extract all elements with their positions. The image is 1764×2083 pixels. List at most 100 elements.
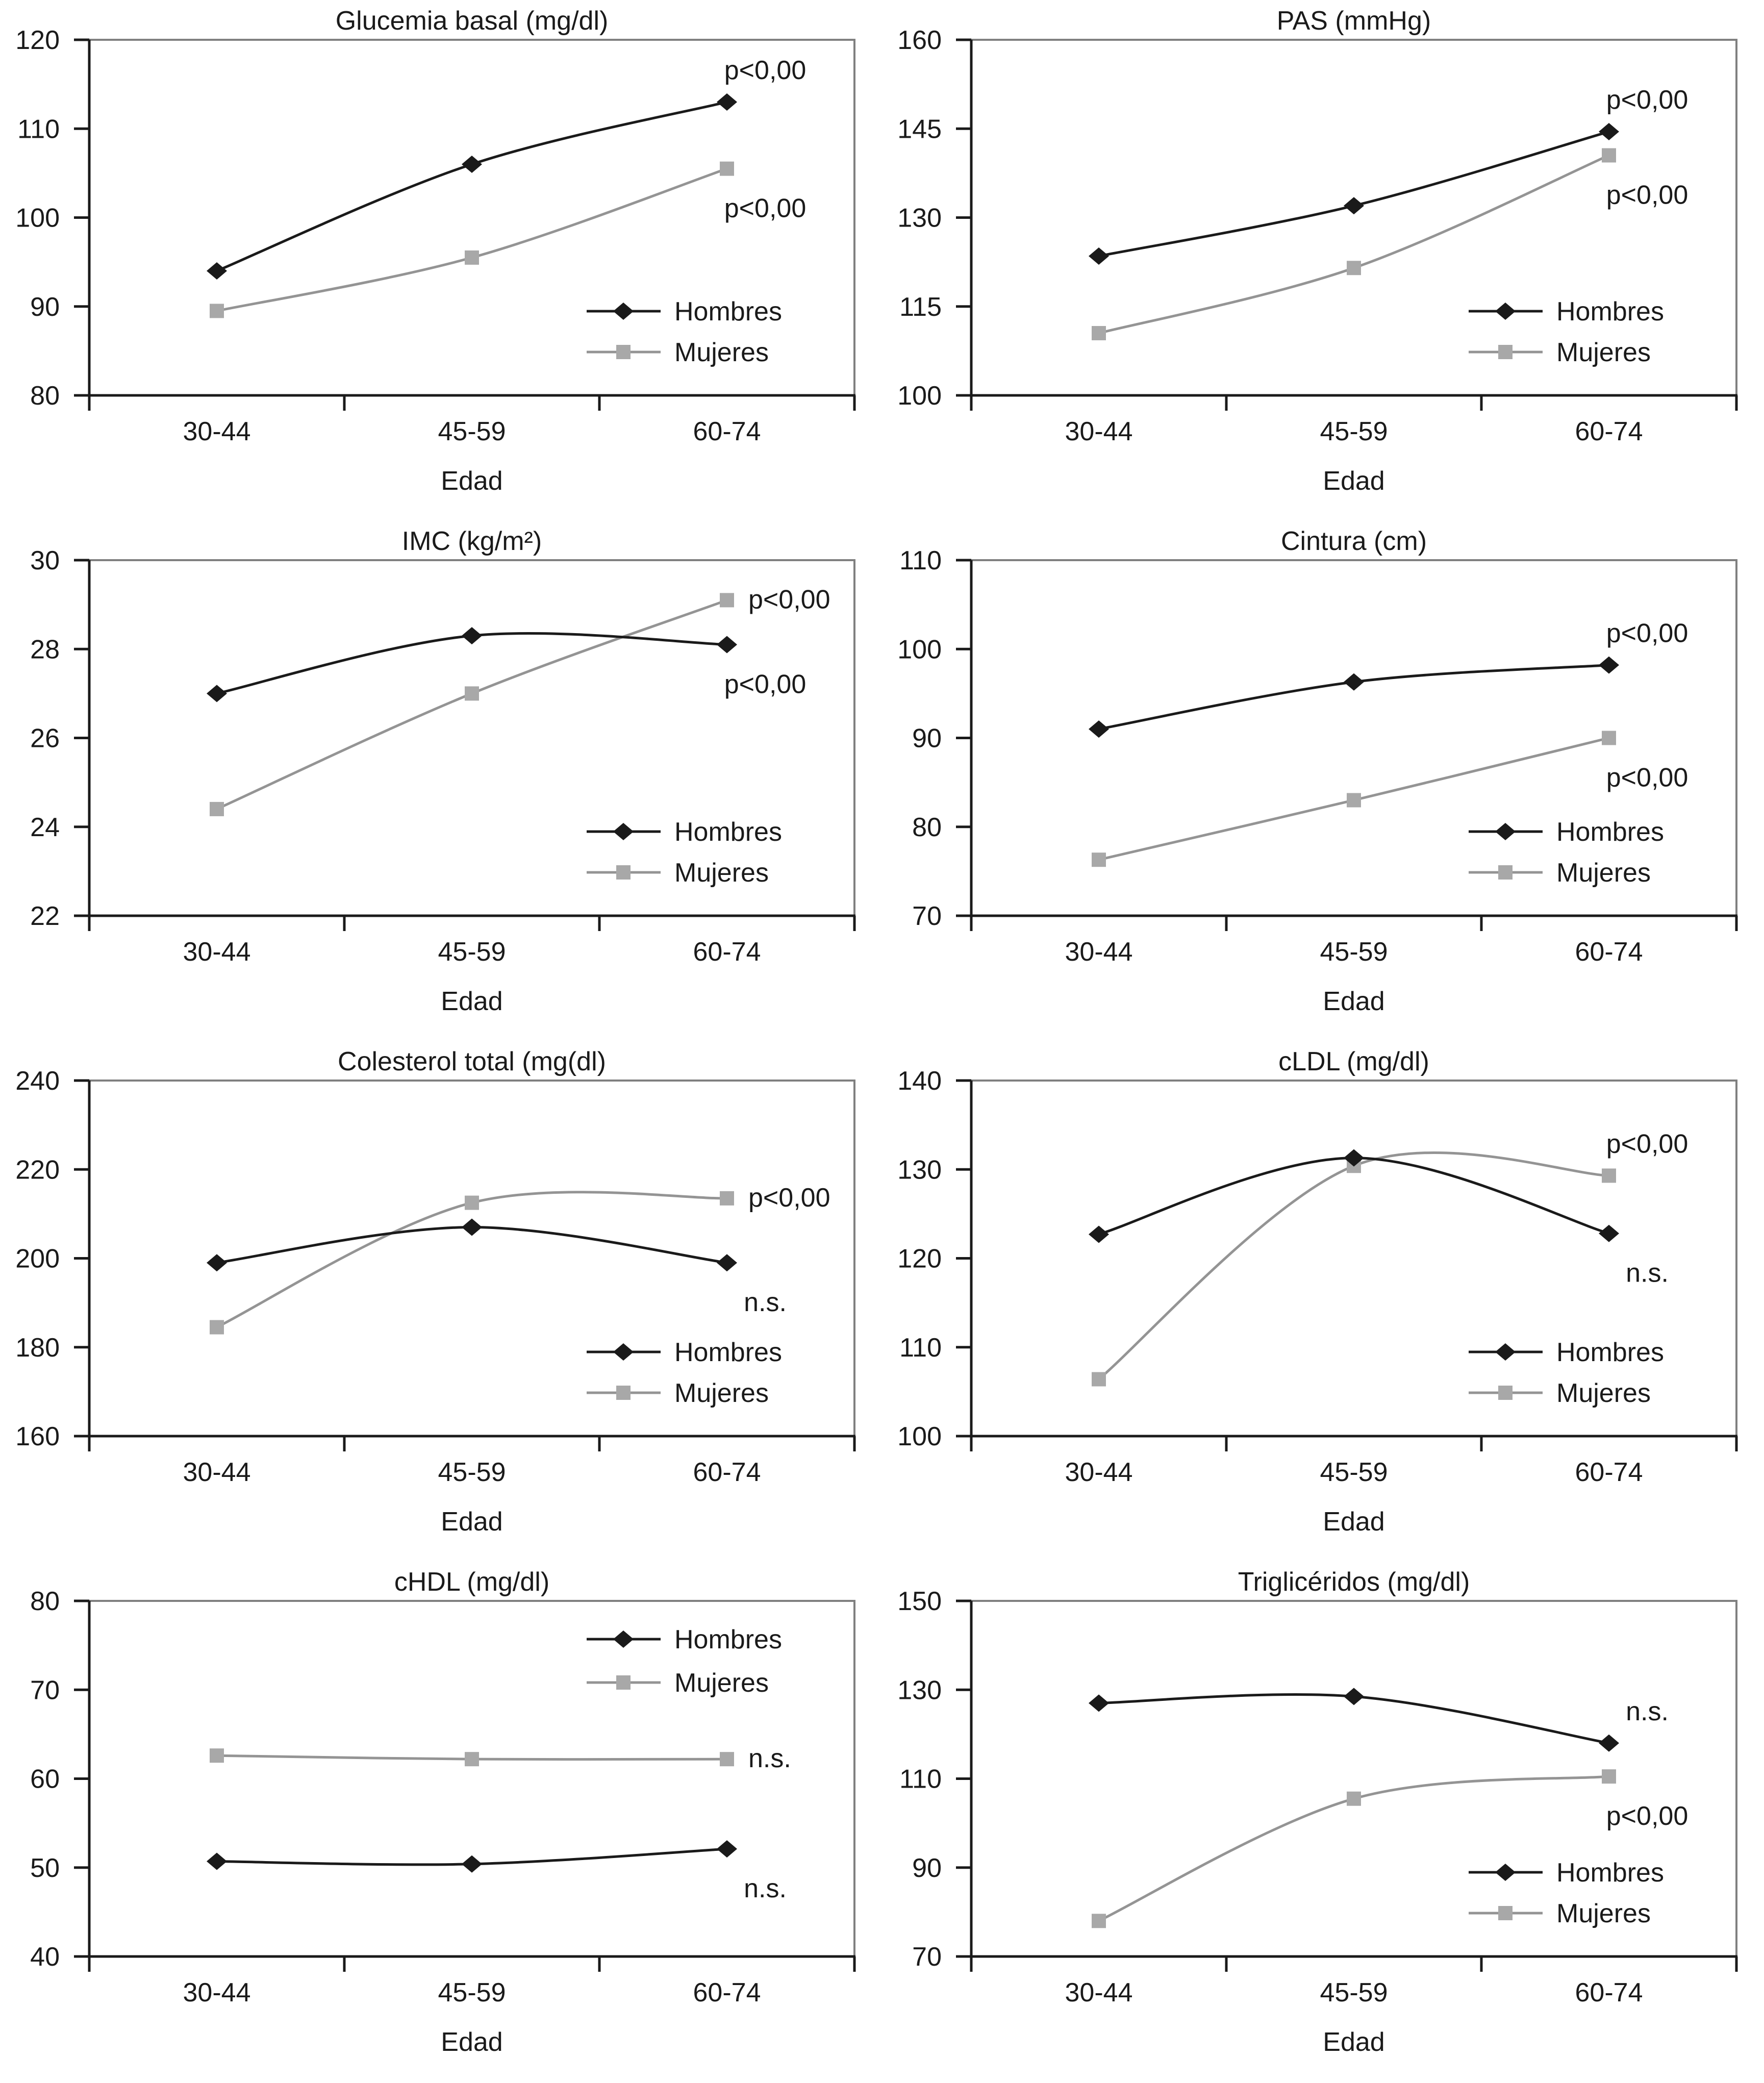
plot-border [89, 559, 855, 916]
y-tick-label: 90 [912, 724, 942, 754]
series-hombres-marker [717, 636, 737, 654]
chart-title: cLDL (mg/dl) [1278, 1047, 1429, 1076]
annotation-hombres: p<0,00 [724, 56, 807, 85]
series-hombres-marker [1344, 673, 1364, 691]
series-mujeres-marker [210, 801, 224, 816]
series-mujeres-marker [1347, 261, 1361, 275]
x-tick-label: 30-44 [183, 937, 251, 967]
series-hombres-marker [1089, 1694, 1109, 1712]
x-tick-label: 45-59 [1320, 1978, 1388, 2007]
legend: Hombres Mujeres [587, 817, 782, 888]
x-axis-title: Edad [1323, 1507, 1384, 1537]
series-hombres-marker [207, 262, 227, 280]
legend-mujeres-label: Mujeres [1556, 1899, 1651, 1928]
chart-triglic-ridos-mg-dl: Triglicéridos (mg/dl) 70 90 110 130 150 30-44 4… [897, 1567, 1738, 2057]
series-mujeres-marker [465, 1752, 479, 1767]
chart-title: cHDL (mg/dl) [394, 1567, 549, 1597]
series-mujeres-marker [720, 1191, 734, 1206]
chart-cell-cldl-mg-dl: cLDL (mg/dl) 100 110 120 130 140 30-44 45-59 60-… [882, 1041, 1764, 1561]
chart-glucemia-basal-mg-dl: Glucemia basal (mg/dl) 80 90 100 110 120 30-44… [15, 6, 856, 496]
chart-cell-triglic-ridos-mg-dl: Triglicéridos (mg/dl) 70 90 110 130 150 30-44 4… [882, 1561, 1764, 2081]
y-tick-label: 50 [30, 1853, 60, 1883]
x-tick-label: 45-59 [438, 1978, 506, 2007]
legend-mujeres-marker [616, 1386, 631, 1400]
series-hombres-marker [1599, 656, 1619, 674]
x-tick-label: 60-74 [693, 1458, 761, 1487]
y-tick-label: 110 [899, 1765, 942, 1794]
plot-border [89, 1600, 855, 1956]
x-axis-title: Edad [1323, 2027, 1384, 2057]
legend: Hombres Mujeres [587, 1625, 782, 1698]
series-hombres-marker [207, 685, 227, 702]
y-tick-label: 70 [912, 1942, 942, 1972]
y-tick-label: 130 [897, 1155, 942, 1185]
y-tick-label: 110 [17, 114, 60, 144]
series-mujeres-marker [465, 250, 479, 265]
legend-mujeres-marker [1498, 1906, 1513, 1920]
legend-hombres-marker [1495, 1343, 1516, 1361]
series-mujeres-marker [1602, 731, 1616, 745]
chart-cell-chdl-mg-dl: cHDL (mg/dl) 40 50 60 70 80 30-44 45-59 60-74 Eda… [0, 1561, 882, 2081]
y-tick-label: 110 [899, 1333, 942, 1363]
chart-cldl-mg-dl: cLDL (mg/dl) 100 110 120 130 140 30-44 45-59 60-… [897, 1047, 1738, 1537]
x-tick-label: 45-59 [1320, 417, 1388, 446]
legend-hombres-label: Hombres [674, 817, 782, 847]
series-hombres-marker [207, 1852, 227, 1870]
y-tick-label: 70 [30, 1675, 60, 1705]
x-tick-label: 30-44 [1065, 1458, 1133, 1487]
y-tick-label: 80 [912, 813, 942, 842]
y-tick-label: 160 [15, 1422, 60, 1451]
y-tick-label: 120 [897, 1244, 942, 1274]
annotation-hombres: n.s. [744, 1288, 787, 1317]
series-mujeres-marker [720, 161, 734, 176]
series-mujeres-line [1098, 1151, 1609, 1381]
series-mujeres-marker [210, 304, 224, 318]
chart-imc-kg-m: IMC (kg/m²) 22 24 26 28 30 30-44 45-59 60-74 Edad… [30, 526, 856, 1016]
chart-cell-colesterol-total-mg-dl: Colesterol total (mg(dl) 160 180 200 220 240 3… [0, 1041, 882, 1561]
y-tick-label: 140 [897, 1066, 942, 1096]
chart-chdl-mg-dl: cHDL (mg/dl) 40 50 60 70 80 30-44 45-59 60-74 Eda… [30, 1567, 856, 2057]
x-axis-title: Edad [441, 2027, 502, 2057]
legend: Hombres Mujeres [1469, 1338, 1664, 1408]
annotation-mujeres: p<0,00 [1606, 763, 1689, 793]
series-mujeres-line [216, 1191, 727, 1328]
y-tick-label: 130 [897, 1675, 942, 1705]
plot-border [971, 1080, 1737, 1436]
annotation-mujeres: p<0,00 [748, 585, 830, 614]
legend-hombres-label: Hombres [674, 1338, 782, 1367]
series-mujeres-marker [720, 593, 734, 608]
y-tick-label: 100 [897, 1422, 942, 1451]
legend-mujeres-marker [616, 1675, 631, 1690]
series-mujeres-marker [210, 1320, 224, 1335]
series-hombres-marker [1089, 720, 1109, 738]
legend-mujeres-label: Mujeres [674, 338, 769, 367]
legend: Hombres Mujeres [1469, 1858, 1664, 1928]
chart-cell-pas-mmhg: PAS (mmHg) 100 115 130 145 160 30-44 45-59 60-74… [882, 0, 1764, 520]
y-tick-label: 100 [15, 204, 60, 233]
series-mujeres-marker [1347, 1791, 1361, 1806]
y-tick-label: 110 [899, 546, 942, 575]
legend-hombres-label: Hombres [1556, 297, 1664, 327]
series-mujeres-marker [1602, 1168, 1616, 1183]
series-hombres-marker [462, 627, 482, 645]
legend-mujeres-label: Mujeres [1556, 858, 1651, 888]
y-tick-label: 90 [912, 1853, 942, 1883]
chart-title: Glucemia basal (mg/dl) [336, 6, 609, 36]
series-hombres-marker [207, 1254, 227, 1272]
chart-cell-cintura-cm: Cintura (cm) 70 80 90 100 110 30-44 45-59 60-74 E… [882, 520, 1764, 1041]
y-tick-label: 22 [30, 901, 60, 931]
series-mujeres-marker [720, 1752, 734, 1767]
x-tick-label: 30-44 [183, 1458, 251, 1487]
y-tick-label: 28 [30, 635, 60, 664]
legend-hombres-marker [1495, 1864, 1516, 1881]
chart-cintura-cm: Cintura (cm) 70 80 90 100 110 30-44 45-59 60-74 E… [897, 526, 1738, 1016]
y-tick-label: 200 [15, 1244, 60, 1274]
x-axis-title: Edad [441, 1507, 502, 1537]
series-mujeres-marker [465, 686, 479, 701]
series-mujeres-marker [1092, 1372, 1106, 1387]
annotation-mujeres: p<0,00 [724, 194, 807, 223]
series-mujeres-line [216, 167, 727, 312]
x-axis-title: Edad [1323, 987, 1384, 1016]
chart-cell-imc-kg-m: IMC (kg/m²) 22 24 26 28 30 30-44 45-59 60-74 Edad… [0, 520, 882, 1041]
legend-hombres-marker [1495, 823, 1516, 840]
